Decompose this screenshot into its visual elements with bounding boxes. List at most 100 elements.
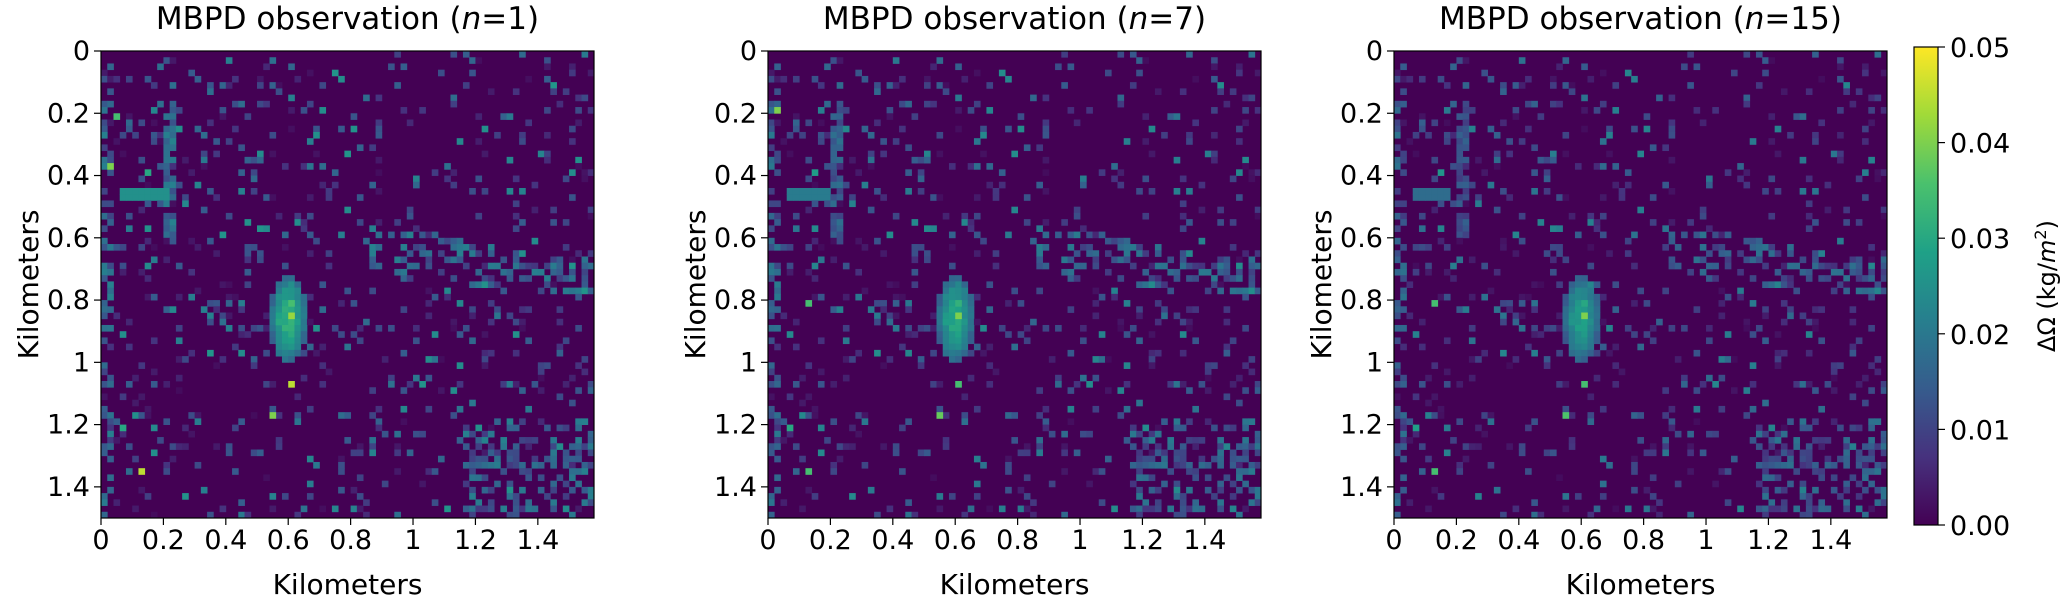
y-tick-label: 0.8	[714, 285, 757, 316]
heatmap-hotspot	[1581, 312, 1588, 320]
colorbar-gradient	[1914, 47, 1938, 525]
heatmap-hotspot	[942, 318, 950, 326]
heatmap-panel-2: 0 0.2 0.4 0.6 0.8 1 1.2 1.400.20.40.60.811.21.4…	[679, 1, 1262, 598]
y-tick-label: 1	[740, 347, 757, 378]
heatmap-hotspot	[955, 381, 962, 388]
x-tick-label: 1	[1071, 525, 1088, 556]
axes-frame	[100, 50, 595, 519]
colorbar-tick-label: 0.02	[1950, 320, 2010, 351]
y-tick-label: 0	[740, 36, 757, 67]
heatmap-hotspot	[1581, 381, 1588, 388]
heatmap-hotspot	[1437, 169, 1445, 176]
heatmap-hotspot	[113, 113, 121, 120]
panel-title: MBPD observation (n=15)	[1439, 1, 1842, 37]
heatmap-hotspot	[288, 381, 295, 388]
y-tick-label: 0.2	[1340, 98, 1383, 129]
heatmap-hotspot	[275, 318, 283, 326]
heatmap-hotspot	[288, 300, 295, 307]
colorbar-frame	[1913, 46, 1939, 526]
y-tick-label: 0.6	[47, 223, 90, 254]
x-tick-label: 1	[404, 525, 421, 556]
x-tick-label: 0.8	[996, 525, 1039, 556]
y-tick-label: 1	[1366, 347, 1383, 378]
heatmap-hotspot	[138, 468, 146, 475]
colorbar: 0.00 0.01 0.02 0.03 0.04 0.05 ΔΩ (kg/m2)	[1913, 33, 2062, 542]
heatmap-hotspot	[955, 300, 962, 307]
heatmap-cells	[101, 51, 595, 519]
x-tick-label: 0.8	[329, 525, 372, 556]
panel-title: MBPD observation (n=7)	[823, 1, 1206, 37]
heatmap-hotspot	[288, 312, 295, 320]
y-tick-label: 0	[73, 36, 90, 67]
heatmap-hotspot	[119, 424, 127, 432]
heatmap-hotspot	[805, 300, 813, 307]
heatmap-hotspot	[107, 163, 114, 170]
heatmap-hotspot	[805, 468, 813, 475]
x-tick-label: 0.2	[809, 525, 852, 556]
colorbar-label: ΔΩ (kg/m2)	[2031, 220, 2062, 352]
heatmap-cells	[1394, 51, 1888, 519]
colorbar-tick-label: 0.05	[1950, 33, 2010, 64]
heatmap-hotspot	[1562, 412, 1570, 419]
x-tick-label: 1.4	[1183, 525, 1226, 556]
x-tick-label: 0.2	[142, 525, 185, 556]
x-tick-label: 1.2	[1747, 525, 1790, 556]
heatmap-hotspot	[1431, 300, 1439, 307]
heatmap-hotspot	[811, 169, 819, 176]
y-tick-label: 0.2	[714, 98, 757, 129]
x-tick-label: 1	[1697, 525, 1714, 556]
y-tick-label: 0.8	[1340, 285, 1383, 316]
heatmap-panel-3: 0 0.2 0.4 0.6 0.8 1 1.2 1.400.20.40.60.811.21.4…	[1305, 1, 1888, 598]
colorbar-tick-label: 0.00	[1950, 511, 2010, 542]
x-tick-label: 0.4	[871, 525, 914, 556]
axes-frame	[767, 50, 1262, 519]
axes-frame	[1393, 50, 1888, 519]
y-tick-label: 0.4	[714, 161, 757, 192]
heatmap-hotspot	[1431, 468, 1439, 475]
x-axis-label: Kilometers	[273, 568, 423, 598]
heatmap-hotspot	[1568, 318, 1576, 326]
y-tick-label: 1.4	[1340, 472, 1383, 503]
x-tick-label: 0.6	[267, 525, 310, 556]
panels: 0 0.2 0.4 0.6 0.8 1 1.2 1.400.20.40.60.811.21.4…	[12, 1, 1888, 598]
x-tick-label: 1.4	[516, 525, 559, 556]
x-tick-label: 0	[759, 525, 776, 556]
x-tick-label: 0.2	[1435, 525, 1478, 556]
colorbar-tick-label: 0.01	[1950, 415, 2010, 446]
x-tick-label: 0.4	[1497, 525, 1540, 556]
y-tick-label: 0.4	[1340, 161, 1383, 192]
y-tick-label: 1.2	[714, 410, 757, 441]
x-tick-label: 0.8	[1622, 525, 1665, 556]
heatmap-hotspot	[144, 169, 152, 176]
heatmap-hotspot	[1412, 424, 1420, 432]
x-tick-label: 0.6	[934, 525, 977, 556]
y-tick-label: 0.2	[47, 98, 90, 129]
x-tick-label: 1.4	[1809, 525, 1852, 556]
y-axis-label: Kilometers	[12, 210, 45, 360]
heatmap-hotspot	[936, 412, 944, 419]
y-tick-label: 0.6	[1340, 223, 1383, 254]
y-axis-label: Kilometers	[679, 210, 712, 360]
heatmap-hotspot	[955, 312, 962, 320]
x-tick-label: 1.2	[454, 525, 497, 556]
y-tick-label: 0.6	[714, 223, 757, 254]
y-tick-label: 0	[1366, 36, 1383, 67]
colorbar-tick-label: 0.03	[1950, 224, 2010, 255]
y-tick-label: 1.4	[47, 472, 90, 503]
y-axis-label: Kilometers	[1305, 210, 1338, 360]
y-tick-label: 1.2	[1340, 410, 1383, 441]
x-tick-label: 0.6	[1560, 525, 1603, 556]
panel-title: MBPD observation (n=1)	[156, 1, 539, 37]
heatmap-cells	[768, 51, 1262, 519]
y-tick-label: 1.4	[714, 472, 757, 503]
heatmap-hotspot	[1581, 300, 1588, 307]
x-tick-label: 1.2	[1121, 525, 1164, 556]
x-axis-label: Kilometers	[940, 568, 1090, 598]
y-tick-label: 1	[73, 347, 90, 378]
x-tick-label: 0	[92, 525, 109, 556]
x-tick-label: 0	[1385, 525, 1402, 556]
y-tick-label: 0.8	[47, 285, 90, 316]
x-axis-label: Kilometers	[1566, 568, 1716, 598]
heatmap-panel-1: 0 0.2 0.4 0.6 0.8 1 1.2 1.400.20.40.60.811.21.4…	[12, 1, 595, 598]
